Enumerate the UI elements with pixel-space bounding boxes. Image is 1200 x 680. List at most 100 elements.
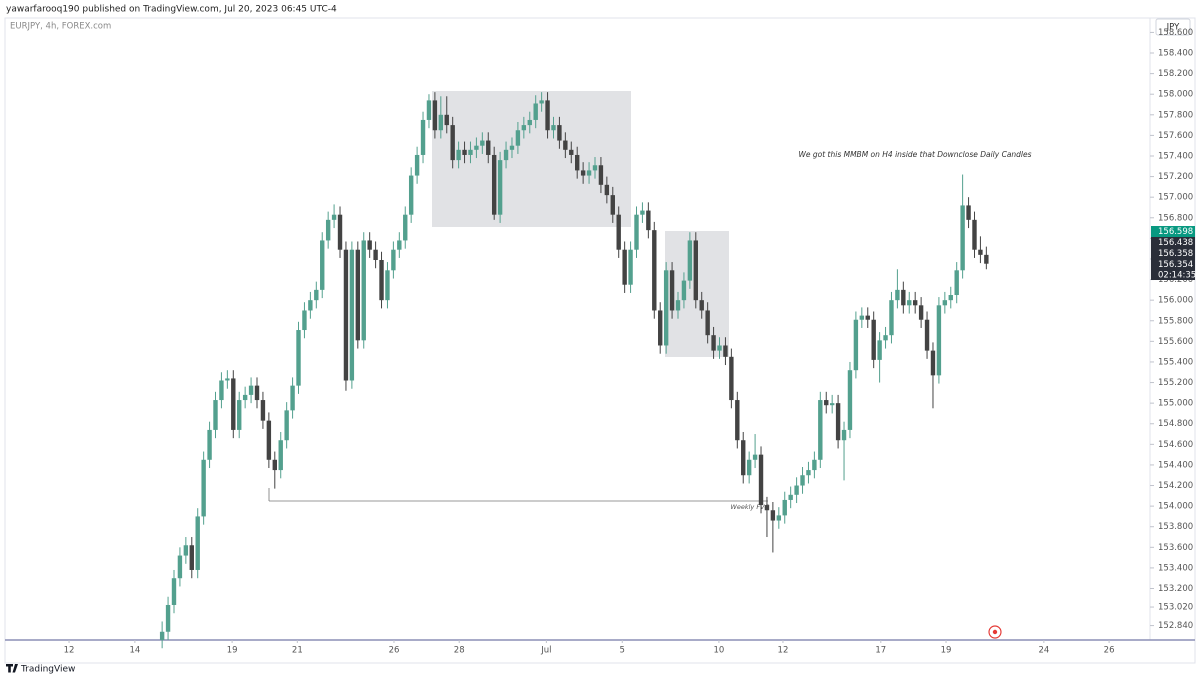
candle-body	[355, 249, 361, 341]
currency-box[interactable]	[1155, 18, 1191, 36]
candle-body	[225, 378, 230, 381]
candle-body	[219, 380, 224, 401]
candle-body	[942, 300, 948, 306]
candle-body	[545, 100, 550, 131]
y-tick-label: 155.400	[1158, 357, 1193, 367]
candle-body	[302, 310, 307, 331]
price-label: 156.438	[1158, 238, 1193, 248]
candle-body	[776, 515, 782, 521]
y-tick-label: 156.200	[1158, 275, 1193, 285]
currency-label[interactable]: JPY	[1166, 23, 1180, 33]
candle-body	[308, 300, 313, 311]
candle-body	[444, 114, 449, 126]
candle-body	[610, 195, 615, 215]
candle-body	[841, 429, 847, 441]
candle-body	[598, 165, 604, 185]
y-tick-label: 158.600	[1158, 28, 1193, 38]
candle-body	[930, 350, 936, 376]
y-tick-label: 155.600	[1158, 337, 1193, 347]
candle-body	[569, 149, 574, 155]
candle-body	[438, 114, 444, 131]
y-tick-label: 153.200	[1158, 584, 1193, 594]
price-label-bg	[1151, 237, 1195, 248]
candle-body	[320, 240, 325, 290]
x-tick-label: 26	[1104, 646, 1115, 656]
candle-body	[521, 125, 527, 131]
candle-body	[414, 154, 420, 176]
candle-body	[847, 370, 853, 430]
candle-body	[575, 154, 580, 171]
candle-body	[231, 378, 236, 430]
candle-body	[788, 494, 793, 500]
candle-body	[403, 214, 408, 241]
candle-body	[711, 335, 716, 351]
candle-body	[195, 516, 200, 570]
candle-body	[474, 145, 479, 150]
y-tick-label: 157.000	[1158, 193, 1193, 203]
candle-body	[248, 385, 254, 395]
range-box	[432, 91, 631, 227]
candle-body	[260, 400, 266, 421]
candle-body	[456, 149, 461, 161]
candle-body	[687, 240, 693, 281]
candle-body	[746, 459, 752, 476]
candle-body	[717, 345, 722, 351]
candle-body	[652, 230, 657, 311]
y-tick-label: 155.800	[1158, 316, 1193, 326]
price-label-bg	[1151, 248, 1195, 259]
candle-body	[367, 240, 372, 250]
candle-body	[835, 403, 841, 441]
candle-body	[533, 103, 538, 120]
y-tick-label: 154.800	[1158, 419, 1193, 429]
y-tick-label: 155.000	[1158, 399, 1193, 409]
symbol-legend: EURJPY, 4h, FOREX.com	[10, 22, 111, 32]
candle-body	[675, 300, 681, 311]
y-tick-label: 154.600	[1158, 440, 1193, 450]
price-label-bg	[1151, 259, 1195, 270]
candle-body	[462, 149, 467, 155]
candle-body	[853, 319, 859, 371]
y-tick-label: 157.400	[1158, 151, 1193, 161]
candle-body	[616, 214, 621, 250]
candle-body	[391, 249, 396, 271]
candle-body	[966, 205, 971, 220]
candle-body	[397, 240, 402, 250]
candle-body	[883, 335, 888, 341]
x-tick-label: 21	[292, 646, 303, 656]
candle-body	[640, 210, 645, 215]
brand-logo	[6, 664, 18, 673]
candle-body	[901, 289, 906, 306]
y-tick-label: 153.600	[1158, 543, 1193, 553]
candle-body	[669, 270, 675, 311]
candle-body	[432, 100, 438, 131]
x-tick-label: 12	[778, 646, 789, 656]
candle-body	[681, 280, 687, 301]
x-tick-label: 28	[454, 646, 465, 656]
annotation: We got this MMBM on H4 inside that Downc…	[798, 150, 1031, 159]
candle-body	[527, 119, 532, 126]
candle-body	[812, 459, 817, 471]
y-tick-label: 158.400	[1158, 49, 1193, 59]
candle-body	[343, 249, 349, 381]
candle-body	[770, 510, 776, 521]
candle-body	[201, 459, 206, 517]
candle-body	[824, 400, 829, 406]
candle-body	[948, 295, 953, 301]
candle-body	[693, 240, 698, 301]
candle-body	[699, 300, 704, 311]
candle-body	[408, 175, 414, 215]
candle-body	[729, 356, 734, 401]
candle-body	[658, 310, 663, 346]
candle-body	[889, 300, 894, 336]
candle-body	[859, 315, 865, 320]
y-tick-label: 153.020	[1158, 603, 1193, 613]
candle-body	[254, 385, 260, 401]
candle-body	[960, 205, 965, 271]
candle-body	[486, 140, 491, 155]
alert-icon-dot[interactable]	[992, 629, 998, 635]
x-tick-label: Jul	[540, 646, 551, 656]
candle-body	[924, 319, 930, 351]
brand: TradingView	[6, 664, 75, 675]
x-tick-label: 12	[64, 646, 75, 656]
